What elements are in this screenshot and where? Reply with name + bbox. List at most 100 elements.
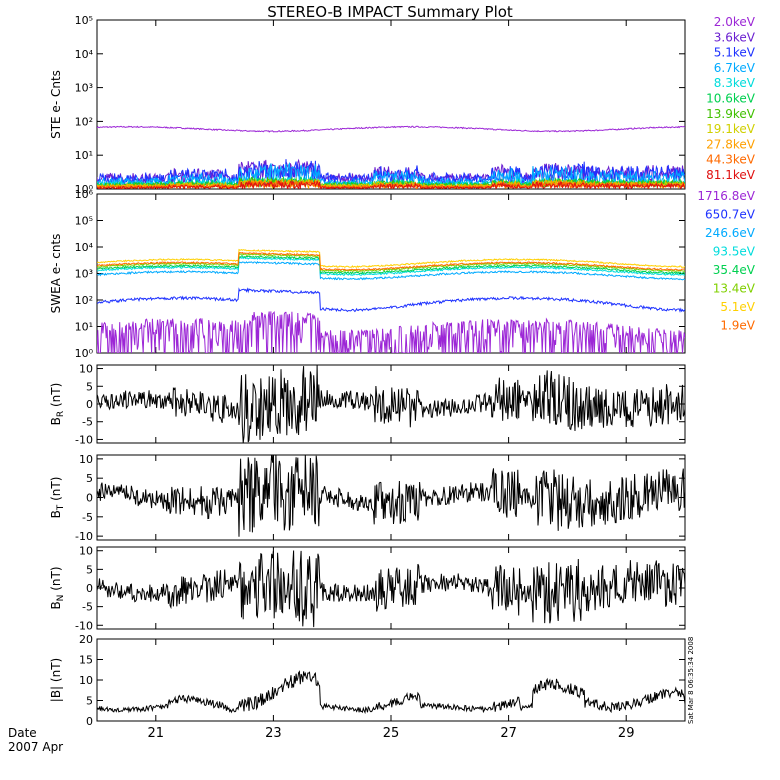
ytick-label: 5 bbox=[86, 695, 93, 708]
ytick-label: 10 bbox=[79, 453, 93, 466]
series-line-ste-10 bbox=[97, 179, 685, 189]
ytick-label: 10 bbox=[79, 363, 93, 376]
legend-entry-ste-5: 10.6keV bbox=[706, 92, 756, 106]
ylabel-br: BR (nT) bbox=[49, 383, 66, 426]
legend-entry-ste-7: 19.1keV bbox=[706, 122, 756, 136]
ytick-label: 10 bbox=[79, 674, 93, 687]
series-line-bt-0 bbox=[97, 455, 685, 537]
ytick-label: 10 bbox=[79, 545, 93, 558]
ytick-label: -5 bbox=[82, 601, 93, 614]
legend-entry-ste-2: 5.1keV bbox=[714, 46, 756, 60]
legend-entry-ste-4: 8.3keV bbox=[714, 76, 756, 90]
xtick-label: 27 bbox=[500, 726, 517, 741]
series-line-swea-2 bbox=[97, 260, 685, 281]
series-group-bt bbox=[97, 455, 685, 537]
ytick-label: -10 bbox=[75, 619, 93, 632]
series-line-bmag-0 bbox=[97, 670, 685, 715]
ytick-label: 0 bbox=[86, 582, 93, 595]
ytick-label: 10¹ bbox=[75, 149, 93, 162]
legend-entry-ste-6: 13.9keV bbox=[706, 107, 756, 121]
panel-frame-bmag bbox=[96, 638, 686, 722]
legends: 2.0keV3.6keV5.1keV6.7keV8.3keV10.6keV13.… bbox=[697, 15, 755, 333]
panel-swea: 10⁰ 10¹ 10² 10³ 10⁴ 10⁵ 10⁶ SWEA e- cnts bbox=[49, 188, 686, 360]
ytick-label: 10³ bbox=[75, 82, 93, 95]
ytick-label: 10⁵ bbox=[75, 14, 93, 27]
legend-entry-swea-6: 5.1eV bbox=[720, 300, 755, 314]
panel-br: -10 -5 0 5 10 BR (nT) bbox=[49, 363, 686, 446]
legend-entry-ste-3: 6.7keV bbox=[714, 61, 756, 75]
ytick-label: 0 bbox=[86, 398, 93, 411]
ytick-label: 10⁰ bbox=[75, 347, 94, 360]
series-line-swea-5 bbox=[97, 252, 685, 273]
xtick-label: 29 bbox=[618, 726, 635, 741]
series-line-swea-0 bbox=[97, 310, 685, 353]
x-axis: 21 23 25 27 29 bbox=[148, 726, 635, 741]
ytick-label: 0 bbox=[86, 492, 93, 505]
ytick-label: 0 bbox=[86, 715, 93, 728]
ylabel-bn: BN (nT) bbox=[49, 566, 66, 609]
legend-entry-ste-10: 81.1keV bbox=[706, 168, 756, 182]
series-group-bmag bbox=[97, 670, 685, 715]
legend-entry-swea-7: 1.9eV bbox=[720, 319, 755, 333]
xtick-label: 23 bbox=[265, 726, 282, 741]
series-line-swea-6 bbox=[97, 248, 685, 268]
ytick-label: 10⁴ bbox=[75, 48, 94, 61]
legend-entry-swea-5: 13.4eV bbox=[713, 282, 756, 296]
xtick-label: 21 bbox=[148, 726, 165, 741]
panel-ste: 10⁰ 10¹ 10² 10³ 10⁴ 10⁵ STE e- Cnts bbox=[49, 14, 686, 196]
series-group-ste bbox=[97, 125, 685, 189]
ytick-label: 10⁶ bbox=[75, 188, 94, 201]
ytick-label: -5 bbox=[82, 511, 93, 524]
panel-bt: -10 -5 0 5 10 BT (nT) bbox=[49, 453, 686, 543]
panel-bn: -10 -5 0 5 10 BN (nT) bbox=[49, 545, 686, 632]
plot-title: STEREO-B IMPACT Summary Plot bbox=[267, 3, 513, 21]
legend-entry-swea-1: 650.7eV bbox=[705, 208, 756, 222]
series-line-br-0 bbox=[97, 365, 685, 443]
series-line-swea-7 bbox=[97, 251, 685, 271]
ytick-label: 10⁴ bbox=[75, 241, 94, 254]
date-sub-label: 2007 Apr bbox=[8, 740, 63, 754]
timestamp-stamp: Sat Mar 8 06:35:34 2008 bbox=[687, 637, 695, 724]
legend-entry-ste-0: 2.0keV bbox=[714, 15, 756, 29]
series-line-ste-3 bbox=[97, 161, 685, 188]
series-line-swea-4 bbox=[97, 255, 685, 275]
ytick-label: 20 bbox=[79, 633, 93, 646]
ytick-label: 10² bbox=[75, 115, 93, 128]
ylabel-ste: STE e- Cnts bbox=[49, 70, 63, 139]
ytick-label: 15 bbox=[79, 654, 93, 667]
ytick-label: 10⁰ bbox=[75, 183, 94, 196]
legend-entry-swea-0: 1716.8eV bbox=[697, 189, 755, 203]
legend-entry-swea-3: 93.5eV bbox=[713, 245, 756, 259]
xtick-label: 25 bbox=[383, 726, 400, 741]
panel-bmag: 0 5 10 15 20 |B| (nT) bbox=[49, 633, 686, 728]
ytick-label: 10⁵ bbox=[75, 215, 93, 228]
ytick-label: 10³ bbox=[75, 268, 93, 281]
series-line-swea-3 bbox=[97, 256, 685, 277]
ytick-label: 10¹ bbox=[75, 321, 93, 334]
series-group-br bbox=[97, 365, 685, 443]
ylabel-swea: SWEA e- cnts bbox=[49, 234, 63, 314]
series-line-bn-0 bbox=[97, 550, 685, 628]
series-line-ste-0 bbox=[97, 125, 685, 133]
legend-entry-ste-8: 27.8keV bbox=[706, 137, 756, 151]
legend-entry-swea-2: 246.6eV bbox=[705, 226, 756, 240]
legend-entry-swea-4: 35.4eV bbox=[713, 263, 756, 277]
ytick-label: 5 bbox=[86, 380, 93, 393]
panel-frame-bt bbox=[96, 454, 686, 541]
series-group-swea bbox=[97, 248, 685, 353]
date-label: Date bbox=[8, 726, 37, 740]
legend-entry-ste-9: 44.3keV bbox=[706, 153, 756, 167]
ylabel-bt: BT (nT) bbox=[49, 477, 66, 519]
ytick-label: -5 bbox=[82, 416, 93, 429]
ytick-label: 5 bbox=[86, 563, 93, 576]
panel-frame-ste bbox=[96, 19, 686, 190]
ytick-label: 5 bbox=[86, 472, 93, 485]
ytick-label: -10 bbox=[75, 530, 93, 543]
series-group-bn bbox=[97, 550, 685, 628]
ytick-label: 10² bbox=[75, 294, 93, 307]
ytick-label: -10 bbox=[75, 433, 93, 446]
legend-entry-ste-1: 3.6keV bbox=[714, 30, 756, 44]
series-line-swea-1 bbox=[97, 287, 685, 313]
